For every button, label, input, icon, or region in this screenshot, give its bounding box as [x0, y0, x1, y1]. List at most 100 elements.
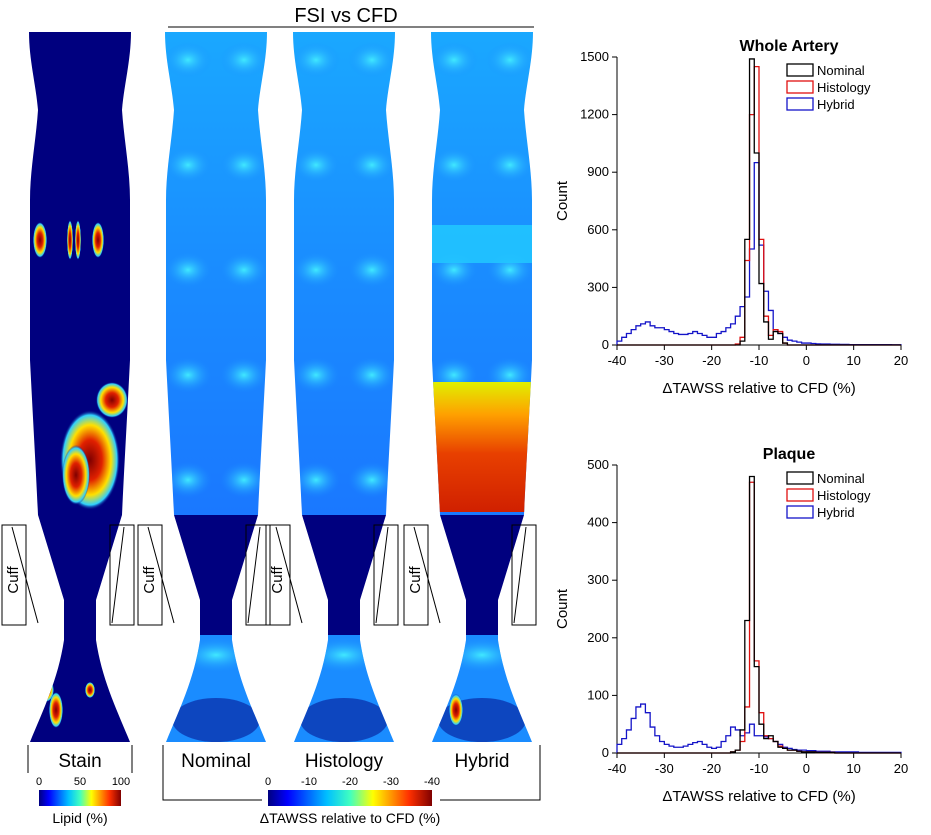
y-tick-label: 900	[587, 164, 609, 179]
vessel-map-histology	[293, 32, 395, 742]
x-tick-label: 20	[894, 353, 908, 368]
lipid-tick-0: 0	[36, 776, 42, 788]
x-axis-label: ΔTAWSS relative to CFD (%)	[662, 380, 855, 397]
y-axis-label: Count	[554, 588, 571, 629]
tawss-lower-band	[300, 698, 388, 742]
y-tick-label: 200	[587, 630, 609, 645]
x-tick-label: 10	[846, 761, 860, 776]
x-tick-label: -40	[608, 761, 627, 776]
histology-label: Histology	[305, 751, 384, 772]
hybrid-hotspot	[436, 678, 452, 702]
lipid-hotspot	[33, 222, 47, 258]
stain-label: Stain	[58, 751, 101, 772]
lipid-tick-50: 50	[74, 776, 86, 788]
lipid-hotspot	[75, 220, 81, 260]
lipid-hotspot	[67, 220, 73, 260]
hybrid-stripe	[431, 225, 533, 263]
tawss-bracket	[162, 745, 541, 801]
tawss-band	[220, 252, 267, 288]
legend-swatch-histology	[786, 80, 814, 94]
cuff-taper-left	[275, 526, 303, 624]
cuff-label: Cuff	[5, 566, 22, 594]
tawss-band	[348, 357, 395, 393]
tawss-band	[293, 252, 340, 288]
cuff-taper-left	[11, 526, 39, 624]
tawss-band	[165, 462, 212, 498]
histogram-charts: -40 -30 -20 -10 0 10 20030060090012001500Whole…	[554, 38, 908, 805]
tawss-band	[165, 42, 212, 78]
legend-swatch-histology	[786, 488, 814, 502]
cuff-taper-left	[413, 526, 441, 624]
tawss-tick-40: -40	[424, 776, 440, 788]
tawss-band	[348, 462, 395, 498]
tawss-cuff-region	[431, 515, 533, 635]
histogram-whole-artery: -40 -30 -20 -10 0 10 20 0 300 600 900 1200 1500 Whole…	[554, 38, 908, 397]
tawss-band	[348, 42, 395, 78]
chart-title: Plaque	[763, 446, 816, 463]
lipid-hotspot	[114, 680, 126, 700]
tawss-band	[431, 42, 478, 78]
nominal-label: Nominal	[181, 751, 251, 772]
cuff-label: Cuff	[269, 566, 286, 594]
chart-title: Whole Artery	[740, 38, 839, 55]
tawss-band	[220, 42, 267, 78]
x-tick-label: 0	[803, 353, 810, 368]
y-tick-label: 0	[602, 745, 609, 760]
legend-swatch-hybrid	[786, 505, 814, 519]
cuff-box-left	[137, 524, 163, 626]
cuff-taper-right	[247, 526, 261, 624]
lipid-colorbar-label: Lipid (%)	[52, 810, 107, 826]
y-tick-label: 300	[587, 279, 609, 294]
cuff-box-right	[245, 524, 271, 626]
tawss-band	[220, 357, 267, 393]
tawss-colorbar-swatch	[268, 790, 432, 806]
histogram-plaque: -40 -30 -20 -10 0 10 200100200300400500PlaqueΔ…	[554, 446, 908, 805]
cuff-box-right	[373, 524, 399, 626]
tawss-colorbar-label: ΔTAWSS relative to CFD (%)	[260, 810, 440, 826]
lipid-hotspot	[62, 445, 90, 505]
tawss-band	[165, 252, 212, 288]
cuff-box-right	[109, 524, 135, 626]
series-nominal	[617, 58, 901, 346]
x-tick-label: -20	[702, 353, 721, 368]
tawss-tick-0: 0	[265, 776, 271, 788]
tawss-lower-band	[304, 637, 384, 673]
y-tick-label: 500	[587, 457, 609, 472]
cuff-box-left	[1, 524, 27, 626]
hybrid-hotspot	[449, 694, 463, 726]
tawss-cuff-region	[293, 515, 395, 635]
tawss-band	[348, 252, 395, 288]
tawss-tick-30: -30	[383, 776, 399, 788]
tawss-band	[293, 147, 340, 183]
y-tick-label: 600	[587, 222, 609, 237]
cuff-taper-left	[147, 526, 175, 624]
legend-label-histology: Histology	[817, 80, 871, 95]
tawss-band	[220, 462, 267, 498]
tawss-band	[293, 357, 340, 393]
x-tick-label: -10	[750, 353, 769, 368]
lipid-hotspot	[49, 692, 63, 728]
tawss-band	[220, 147, 267, 183]
y-tick-label: 1200	[580, 107, 609, 122]
cuff-box-left	[265, 524, 291, 626]
lipid-hotspot	[85, 682, 95, 698]
x-tick-label: 10	[846, 353, 860, 368]
tawss-band	[293, 462, 340, 498]
tawss-band	[431, 147, 478, 183]
legend-label-hybrid: Hybrid	[817, 505, 855, 520]
tawss-band	[486, 42, 533, 78]
legend-label-nominal: Nominal	[817, 63, 865, 78]
y-tick-label: 1500	[580, 49, 609, 64]
tawss-band	[165, 147, 212, 183]
cuff-label: Cuff	[141, 566, 158, 594]
tawss-tick-10: -10	[301, 776, 317, 788]
vessel-maps: Cuff Cuff Cuff Cuff	[1, 32, 537, 742]
tawss-band	[486, 147, 533, 183]
y-tick-label: 300	[587, 572, 609, 587]
tawss-band	[293, 42, 340, 78]
lipid-hotspot	[96, 382, 128, 418]
x-axis-label: ΔTAWSS relative to CFD (%)	[662, 788, 855, 805]
lipid-colorbar: 0 50 100 Lipid (%)	[36, 776, 130, 826]
tawss-lower-band	[442, 637, 522, 673]
x-tick-label: 0	[803, 761, 810, 776]
